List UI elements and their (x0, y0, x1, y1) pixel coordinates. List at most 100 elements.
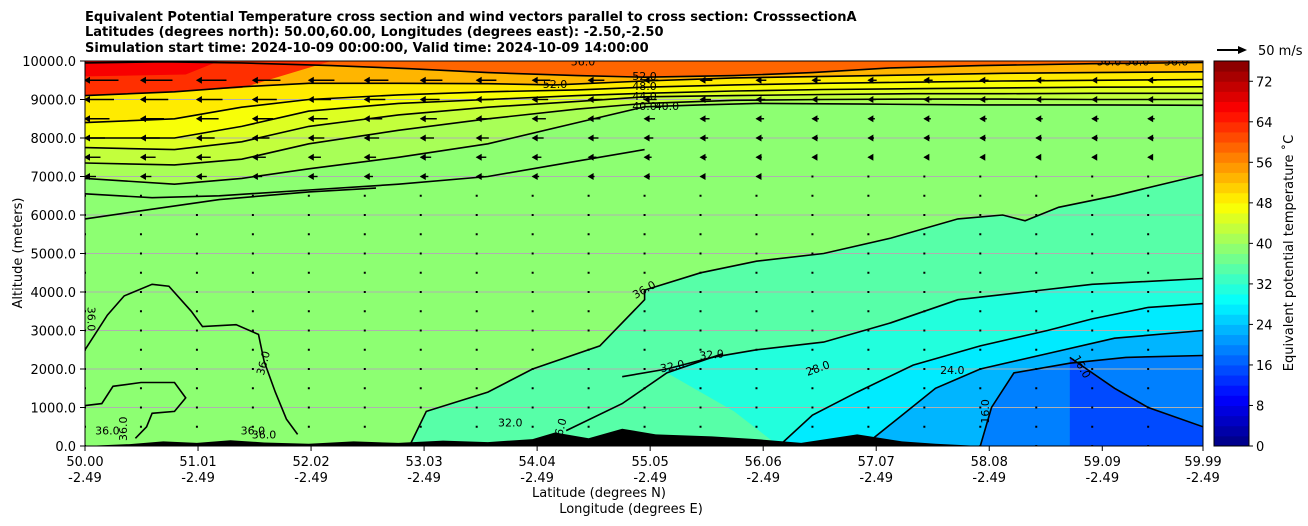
wind-vector (307, 425, 310, 428)
wind-vector (587, 387, 590, 390)
wind-vector (867, 310, 870, 313)
wind-vector (1091, 329, 1094, 332)
wind-vector (1091, 291, 1094, 293)
wind-vector (139, 96, 169, 103)
wind-vector (475, 310, 478, 313)
wind-vector (307, 252, 310, 255)
wind-vector (419, 115, 437, 123)
wind-vector (755, 291, 758, 293)
wind-vector (867, 76, 877, 84)
wind-vector (531, 329, 534, 332)
wind-vector (979, 252, 982, 255)
wind-vector (195, 406, 198, 409)
wind-vector (139, 348, 142, 351)
field-band-14 (1069, 357, 1203, 446)
y-tick-label: 7000.0 (31, 171, 77, 186)
wind-vector (475, 194, 478, 197)
wind-vector (251, 194, 254, 197)
wind-vector (643, 252, 646, 255)
x-axis-label-lat: Latitude (degrees N) (532, 486, 666, 501)
contour-label: 32.0 (699, 347, 725, 362)
colorbar-swatch (1214, 182, 1249, 194)
wind-vector (1147, 348, 1150, 351)
wind-vector (1035, 153, 1042, 161)
wind-vector (363, 233, 366, 236)
wind-vector (251, 291, 254, 293)
wind-vector (867, 329, 870, 332)
wind-vector (1035, 134, 1042, 142)
wind-vector (923, 76, 933, 84)
wind-vector (475, 134, 489, 142)
wind-vector (811, 175, 814, 178)
wind-vector (587, 194, 590, 197)
contour-line-10 (85, 381, 187, 439)
wind-vector (811, 425, 814, 428)
wind-vector (811, 387, 814, 390)
wind-vector (475, 153, 487, 161)
wind-vector (811, 348, 814, 351)
wind-vector (419, 173, 429, 180)
wind-vector (195, 291, 198, 293)
colorbar-swatch (1214, 294, 1249, 305)
wind-vector (363, 173, 373, 180)
wind-vector (139, 153, 156, 161)
wind-vector (923, 115, 931, 123)
wind-vector (363, 368, 366, 370)
wind-vector (195, 194, 198, 197)
contour-line-0 (85, 61, 1203, 79)
wind-vector (363, 310, 366, 313)
contour-label: 36.0 (85, 307, 98, 332)
wind-vector (139, 310, 142, 313)
colorbar-swatch (1214, 324, 1249, 336)
wind-vector (755, 233, 758, 236)
wind-vector (643, 233, 646, 236)
wind-vector (531, 387, 534, 390)
wind-vector (811, 134, 819, 142)
wind-vector (195, 115, 219, 123)
wind-vector (419, 348, 422, 351)
colorbar-tick-label: 16 (1256, 359, 1273, 374)
wind-vector (1147, 310, 1150, 313)
wind-vector (643, 173, 650, 180)
wind-vector (307, 194, 310, 197)
contour-label: 40.0 (655, 100, 680, 113)
colorbar-swatch (1214, 385, 1249, 396)
wind-vector (755, 425, 758, 428)
wind-vector (531, 271, 534, 274)
wind-vector (139, 173, 152, 180)
colorbar-swatch (1214, 304, 1249, 315)
wind-vector (643, 406, 646, 409)
wind-vector (755, 329, 758, 332)
wind-vector (195, 214, 198, 216)
y-tick-label: 8000.0 (31, 132, 77, 147)
wind-vector (979, 115, 987, 123)
wind-vector (1035, 194, 1038, 197)
wind-vector (755, 96, 766, 103)
wind-vector (699, 310, 702, 313)
wind-vectors (85, 76, 1157, 446)
x-tick-label-lat: 53.03 (405, 455, 442, 470)
colorbar-swatch (1214, 364, 1249, 376)
x-tick-label-lon: -2.49 (1085, 471, 1119, 486)
wind-vector (755, 194, 758, 197)
wind-vector (587, 252, 590, 255)
wind-vector (699, 348, 702, 351)
y-tick-label: 1000.0 (31, 402, 77, 417)
wind-vector (699, 76, 713, 84)
wind-vector (307, 348, 310, 351)
wind-vector (1147, 153, 1154, 161)
wind-vector (85, 173, 96, 180)
wind-vector (587, 214, 590, 216)
x-axis-label-lon: Longitude (degrees E) (559, 502, 703, 517)
wind-vector (643, 153, 652, 161)
wind-vector (811, 406, 814, 409)
contour-label: 56.0 (1125, 56, 1150, 69)
wind-vector (1091, 348, 1094, 351)
wind-vector (531, 173, 540, 180)
wind-vector (531, 252, 534, 255)
wind-vector (1091, 115, 1099, 123)
x-tick-label-lon: -2.49 (294, 471, 328, 486)
wind-vector (419, 214, 422, 216)
colorbar-tick-label: 64 (1256, 116, 1273, 131)
colorbar-swatch (1214, 415, 1249, 427)
